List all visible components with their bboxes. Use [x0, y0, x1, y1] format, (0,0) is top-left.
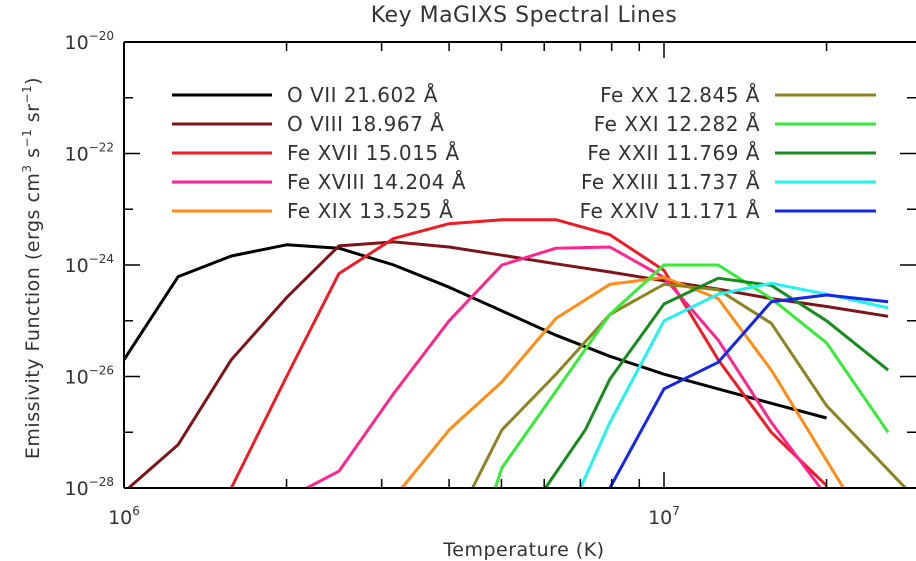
legend-label: O VIII 18.967 Å	[287, 112, 444, 136]
series-line-5	[400, 275, 845, 488]
chart-title: Key MaGIXS Spectral Lines	[371, 3, 678, 28]
x-tick-label: 106	[108, 504, 140, 529]
series-line-10	[608, 293, 889, 488]
y-axis-label: Emissivity Function (ergs cm3 s−1 sr−1)	[20, 77, 44, 459]
legend-label: Fe XIX 13.525 Å	[287, 199, 453, 223]
y-axis-label-main: Emissivity Function (ergs cm	[22, 173, 44, 460]
x-tick-label: 107	[648, 504, 680, 529]
y-tick-label: 10−28	[64, 475, 114, 500]
series-line-8	[544, 276, 890, 488]
series-line-7	[493, 263, 890, 488]
y-axis-label-tail: sr	[22, 104, 44, 129]
legend-label: Fe XX 12.845 Å	[600, 83, 760, 107]
series-line-2	[127, 240, 889, 488]
legend-label: O VII 21.602 Å	[287, 83, 438, 107]
legend-label: Fe XXIII 11.737 Å	[581, 170, 760, 194]
y-axis-label-sup3: −1	[20, 85, 34, 104]
y-tick-label: 10−24	[64, 252, 114, 277]
series-line-3	[229, 218, 828, 488]
legend-label: Fe XXIV 11.171 Å	[580, 199, 760, 223]
y-tick-label: 10−20	[64, 29, 114, 54]
series-layer	[124, 218, 907, 488]
legend-label: Fe XXI 12.282 Å	[594, 112, 760, 136]
series-line-1	[124, 243, 827, 420]
y-tick-label: 10−26	[64, 364, 114, 389]
x-axis-label: Temperature (K)	[442, 539, 604, 561]
legend-label: Fe XVIII 14.204 Å	[287, 170, 466, 194]
legend-label: Fe XXII 11.769 Å	[587, 141, 760, 165]
axes-layer: 106 107 10−20 10−22 10−24 10−26 10−28	[64, 29, 916, 529]
y-axis-label-sup1: 3	[20, 164, 34, 172]
y-axis-label-end: )	[22, 77, 44, 85]
series-line-4	[306, 245, 822, 488]
y-axis-label-mid: s	[22, 147, 44, 164]
y-axis-label-sup2: −1	[20, 129, 34, 148]
y-tick-label: 10−22	[64, 141, 114, 166]
legend-label: Fe XVII 15.015 Å	[287, 141, 460, 165]
series-line-6	[471, 282, 907, 488]
legend: O VII 21.602 Å O VIII 18.967 Å Fe XVII 15.…	[172, 83, 876, 223]
